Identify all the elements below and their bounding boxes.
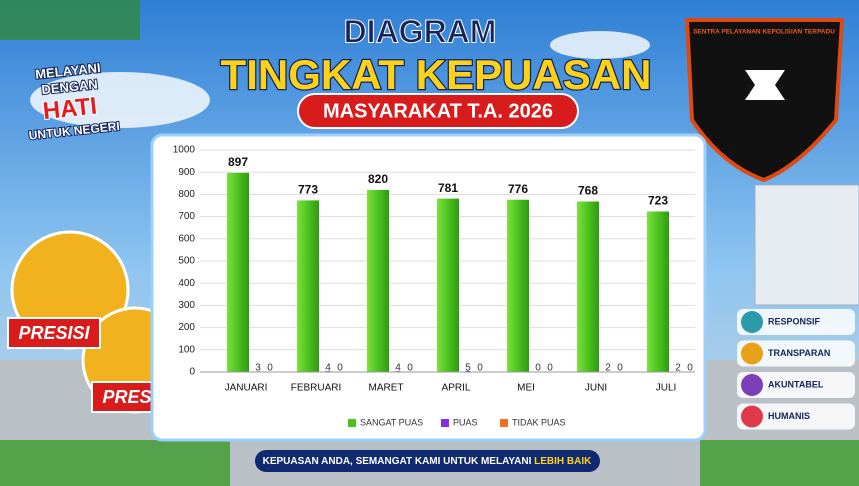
legend-label: SANGAT PUAS: [360, 417, 423, 427]
y-tick-label: 600: [178, 233, 195, 244]
bar: [437, 198, 459, 372]
value-label: 0: [547, 363, 553, 374]
legend-swatch: [500, 419, 508, 427]
pillar-icon: [741, 405, 763, 428]
value-label: 776: [508, 182, 528, 196]
value-label: 781: [438, 181, 458, 195]
value-label: 3: [255, 363, 261, 374]
cloud: [30, 72, 210, 128]
y-tick-label: 700: [178, 211, 195, 222]
pillar-icon: [741, 374, 763, 396]
legend-label: TIDAK PUAS: [512, 417, 566, 427]
y-tick-label: 400: [178, 278, 195, 289]
sticker: [7, 317, 101, 349]
value-label: 768: [578, 184, 598, 198]
bar: [647, 211, 669, 372]
x-tick-label: JULI: [656, 383, 677, 394]
legend-swatch: [441, 419, 449, 427]
footer-banner: [255, 450, 600, 472]
value-label: 2: [675, 363, 681, 374]
footer: KEPUASAN ANDA, SEMANGAT KAMI UNTUK MELAY…: [263, 456, 593, 467]
value-label: 0: [337, 363, 343, 374]
bar: [367, 189, 389, 372]
heading-pill: [297, 93, 579, 129]
value-label: 897: [228, 155, 248, 169]
value-label: 4: [325, 363, 331, 374]
heading-line3: MASYARAKAT T.A. 2026: [323, 100, 553, 122]
x-tick-label: JUNI: [585, 383, 607, 394]
bar: [577, 201, 599, 372]
value-label: 0: [617, 363, 623, 374]
x-tick-label: MEI: [517, 383, 535, 394]
pillars: RESPONSIF TRANSPARAN AKUNTABEL HUMANIS: [737, 309, 855, 430]
y-tick-label: 300: [178, 300, 195, 311]
pillar-label: HUMANIS: [768, 411, 810, 421]
chart: 01002003004005006007008009001000JANUARI8…: [173, 145, 695, 427]
building: [754, 184, 859, 306]
leaves: [0, 0, 140, 40]
pillar-row: [737, 309, 855, 335]
bar: [297, 200, 319, 372]
value-label: 0: [407, 363, 413, 374]
legend-swatch: [348, 419, 356, 427]
y-tick-label: 0: [189, 367, 195, 378]
bar: [465, 370, 471, 372]
value-label: 4: [395, 363, 401, 374]
bar: [227, 172, 249, 372]
bush: [0, 440, 230, 486]
bar: [507, 199, 529, 372]
value-label: 820: [368, 172, 388, 186]
bush: [700, 440, 859, 486]
value-label: 0: [477, 363, 483, 374]
chart-panel: [150, 133, 707, 442]
cloud: [550, 31, 650, 59]
y-tick-label: 200: [178, 322, 195, 333]
y-tick-label: 1000: [173, 145, 196, 156]
pillar-row: [737, 372, 855, 398]
footer-text: KEPUASAN ANDA, SEMANGAT KAMI UNTUK MELAY…: [263, 456, 532, 467]
heading-line2: TINGKAT KEPUASAN: [221, 51, 652, 98]
pillar-row: [737, 340, 855, 367]
value-label: 2: [605, 363, 611, 374]
footer-highlight: LEBIH BAIK: [534, 456, 592, 467]
y-tick-label: 800: [178, 189, 195, 200]
value-label: 0: [267, 363, 273, 374]
value-label: 0: [535, 363, 541, 374]
y-tick-label: 900: [178, 167, 195, 178]
value-label: 0: [687, 363, 693, 374]
x-tick-label: JANUARI: [225, 383, 268, 394]
value-label: 723: [648, 194, 668, 208]
pillar-icon: [741, 311, 763, 333]
sticker-text: PRESISI: [18, 323, 90, 343]
pillar-label: RESPONSIF: [768, 316, 821, 326]
value-label: 5: [465, 363, 471, 374]
badge-emblem: [745, 70, 785, 100]
slogan: MELAYANI DENGAN HATI UNTUK NEGERI: [27, 59, 121, 144]
slogan-line: HATI: [42, 93, 99, 126]
slogan-line: DENGAN: [41, 76, 99, 97]
legend-label: PUAS: [453, 417, 478, 427]
pillar-label: TRANSPARAN: [768, 348, 830, 358]
badge-text: SENTRA PELAYANAN KEPOLISIAN TERPADU: [693, 29, 835, 36]
x-tick-label: APRIL: [442, 383, 471, 394]
x-tick-label: FEBRUARI: [291, 383, 342, 394]
value-label: 773: [298, 183, 318, 197]
y-tick-label: 100: [178, 344, 195, 355]
pillar-icon: [741, 342, 763, 365]
y-tick-label: 500: [178, 256, 195, 267]
heading-line1: DIAGRAM: [344, 13, 497, 49]
x-tick-label: MARET: [369, 383, 404, 394]
pillar-label: AKUNTABEL: [768, 379, 824, 389]
pillar-row: [737, 403, 855, 430]
